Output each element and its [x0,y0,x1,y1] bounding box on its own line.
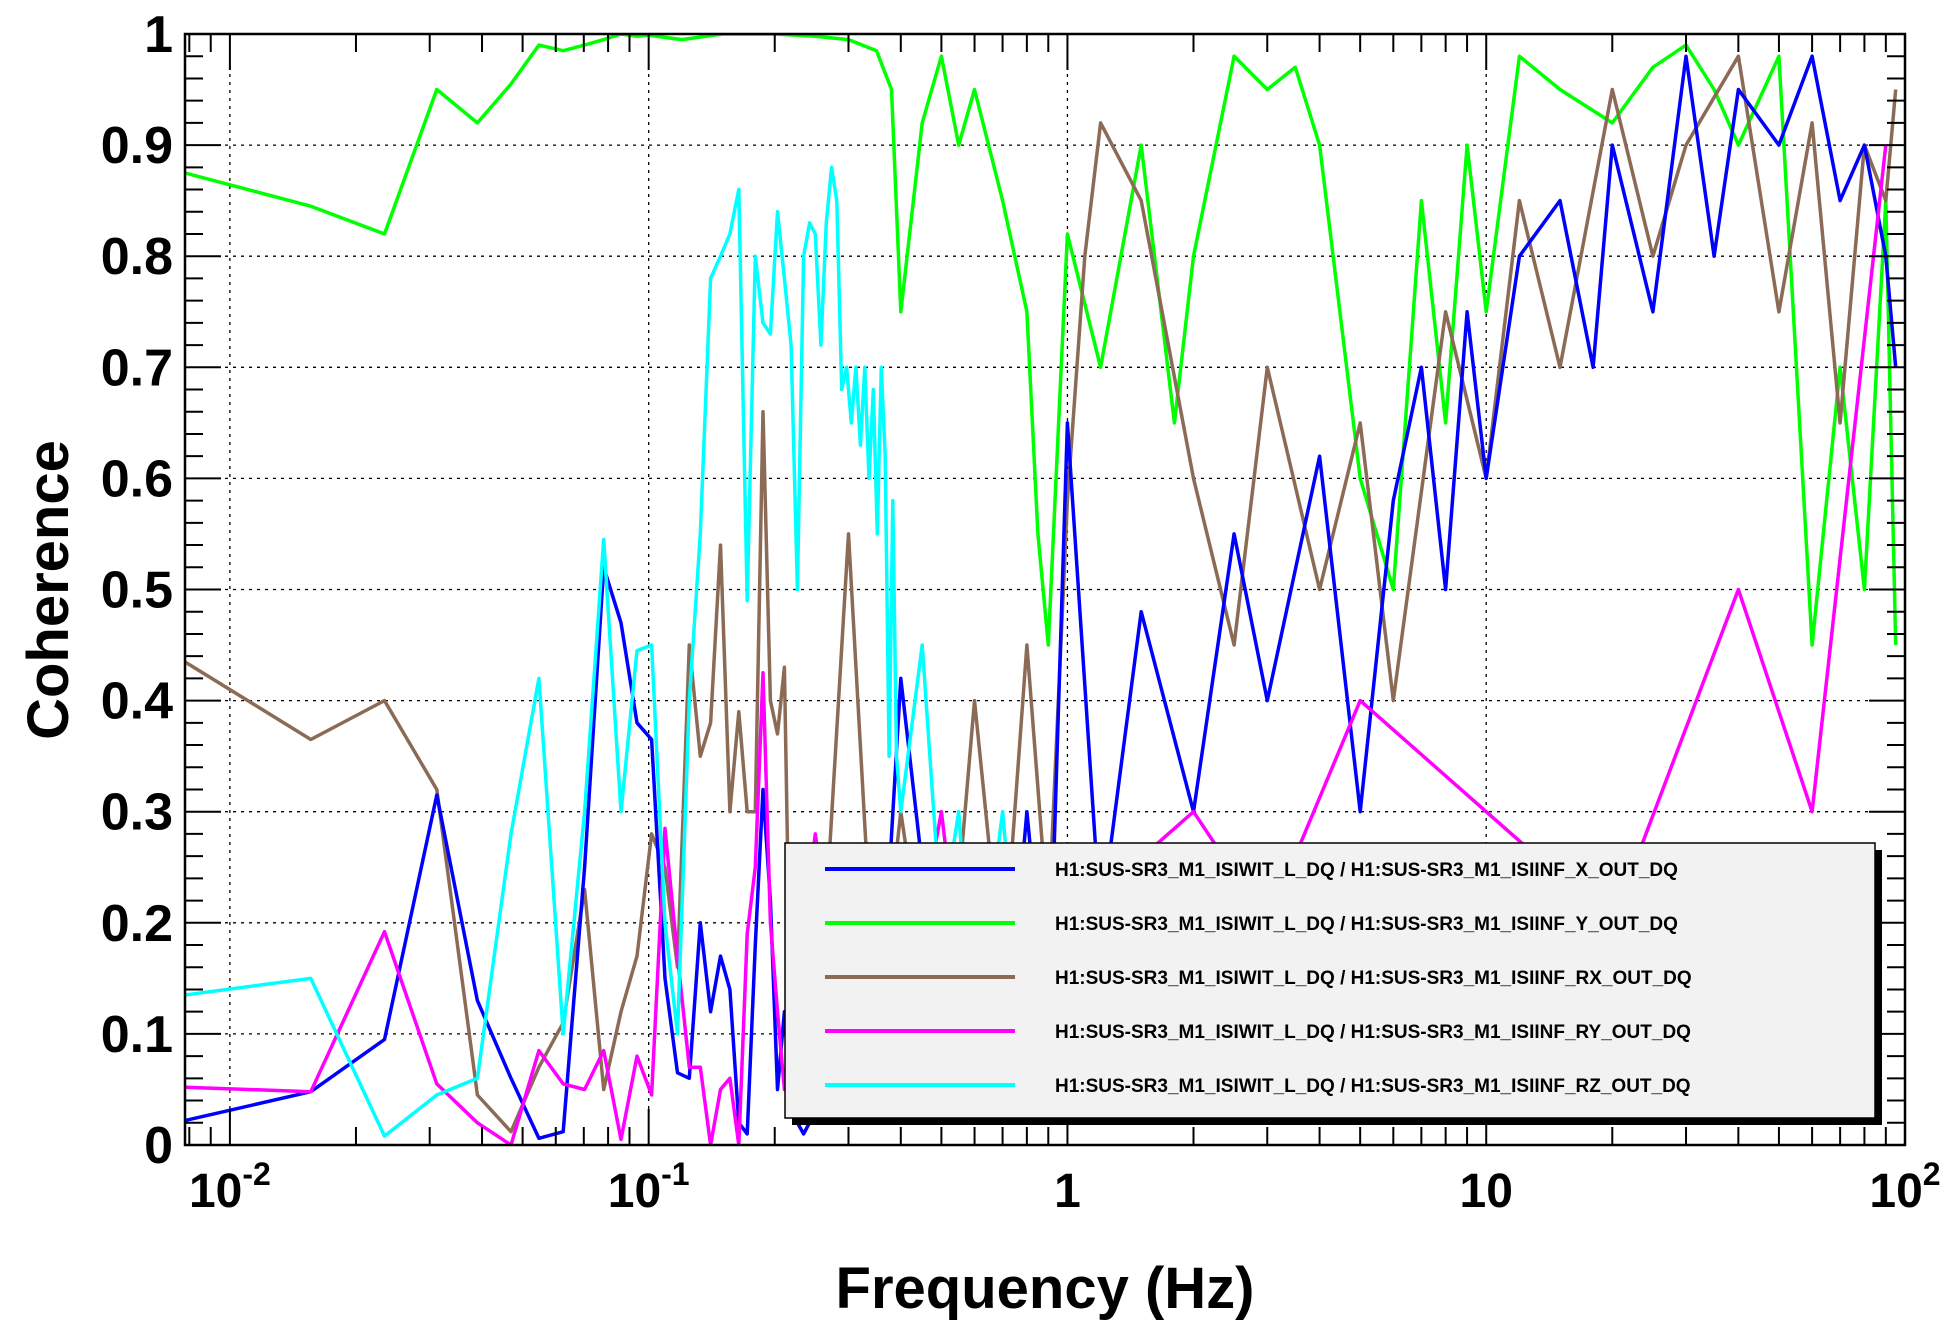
x-tick-label-0: 10-2 [189,1156,271,1218]
y-tick-label-10: 1 [144,6,173,64]
tick-labels: 0 0.1 0.2 0.3 0.4 0.5 0.6 0.7 0.8 0.9 1 10-2 10-1 1 10… [101,6,1941,1218]
y-tick-label-1: 0.1 [101,1006,173,1064]
y-tick-label-3: 0.3 [101,784,173,842]
legend-box [784,842,1876,1119]
y-tick-label-7: 0.7 [101,339,173,397]
y-tick-label-2: 0.2 [101,895,173,953]
legend-label-3: H1:SUS-SR3_M1_ISIWIT_L_DQ / H1:SUS-SR3_M… [1055,1022,1691,1043]
x-tick-label-1: 10-1 [608,1156,690,1218]
legend: H1:SUS-SR3_M1_ISIWIT_L_DQ / H1:SUS-SR3_M… [784,842,1882,1125]
x-tick-label-4: 102 [1869,1156,1940,1218]
y-tick-label-8: 0.8 [101,228,173,286]
x-tick-label-3: 10 [1460,1165,1513,1218]
legend-label-0: H1:SUS-SR3_M1_ISIWIT_L_DQ / H1:SUS-SR3_M… [1055,860,1678,881]
x-axis-title: Frequency (Hz) [836,1256,1255,1321]
legend-label-1: H1:SUS-SR3_M1_ISIWIT_L_DQ / H1:SUS-SR3_M… [1055,914,1678,935]
legend-label-2: H1:SUS-SR3_M1_ISIWIT_L_DQ / H1:SUS-SR3_M… [1055,968,1692,989]
series-line-3 [185,144,1888,1145]
y-tick-label-4: 0.4 [101,673,173,731]
y-axis-title: Coherence [16,440,81,740]
x-tick-label-2: 1 [1054,1165,1081,1218]
series-4 [185,165,1361,1138]
y-tick-label-0: 0 [144,1117,173,1175]
y-tick-label-5: 0.5 [101,562,173,620]
axis-ticks [185,33,1906,1146]
legend-label-4: H1:SUS-SR3_M1_ISIWIT_L_DQ / H1:SUS-SR3_M… [1055,1076,1691,1097]
y-tick-label-9: 0.9 [101,117,173,175]
y-tick-label-6: 0.6 [101,450,173,508]
series-line-4 [185,165,1361,1138]
series-1 [185,34,1898,647]
